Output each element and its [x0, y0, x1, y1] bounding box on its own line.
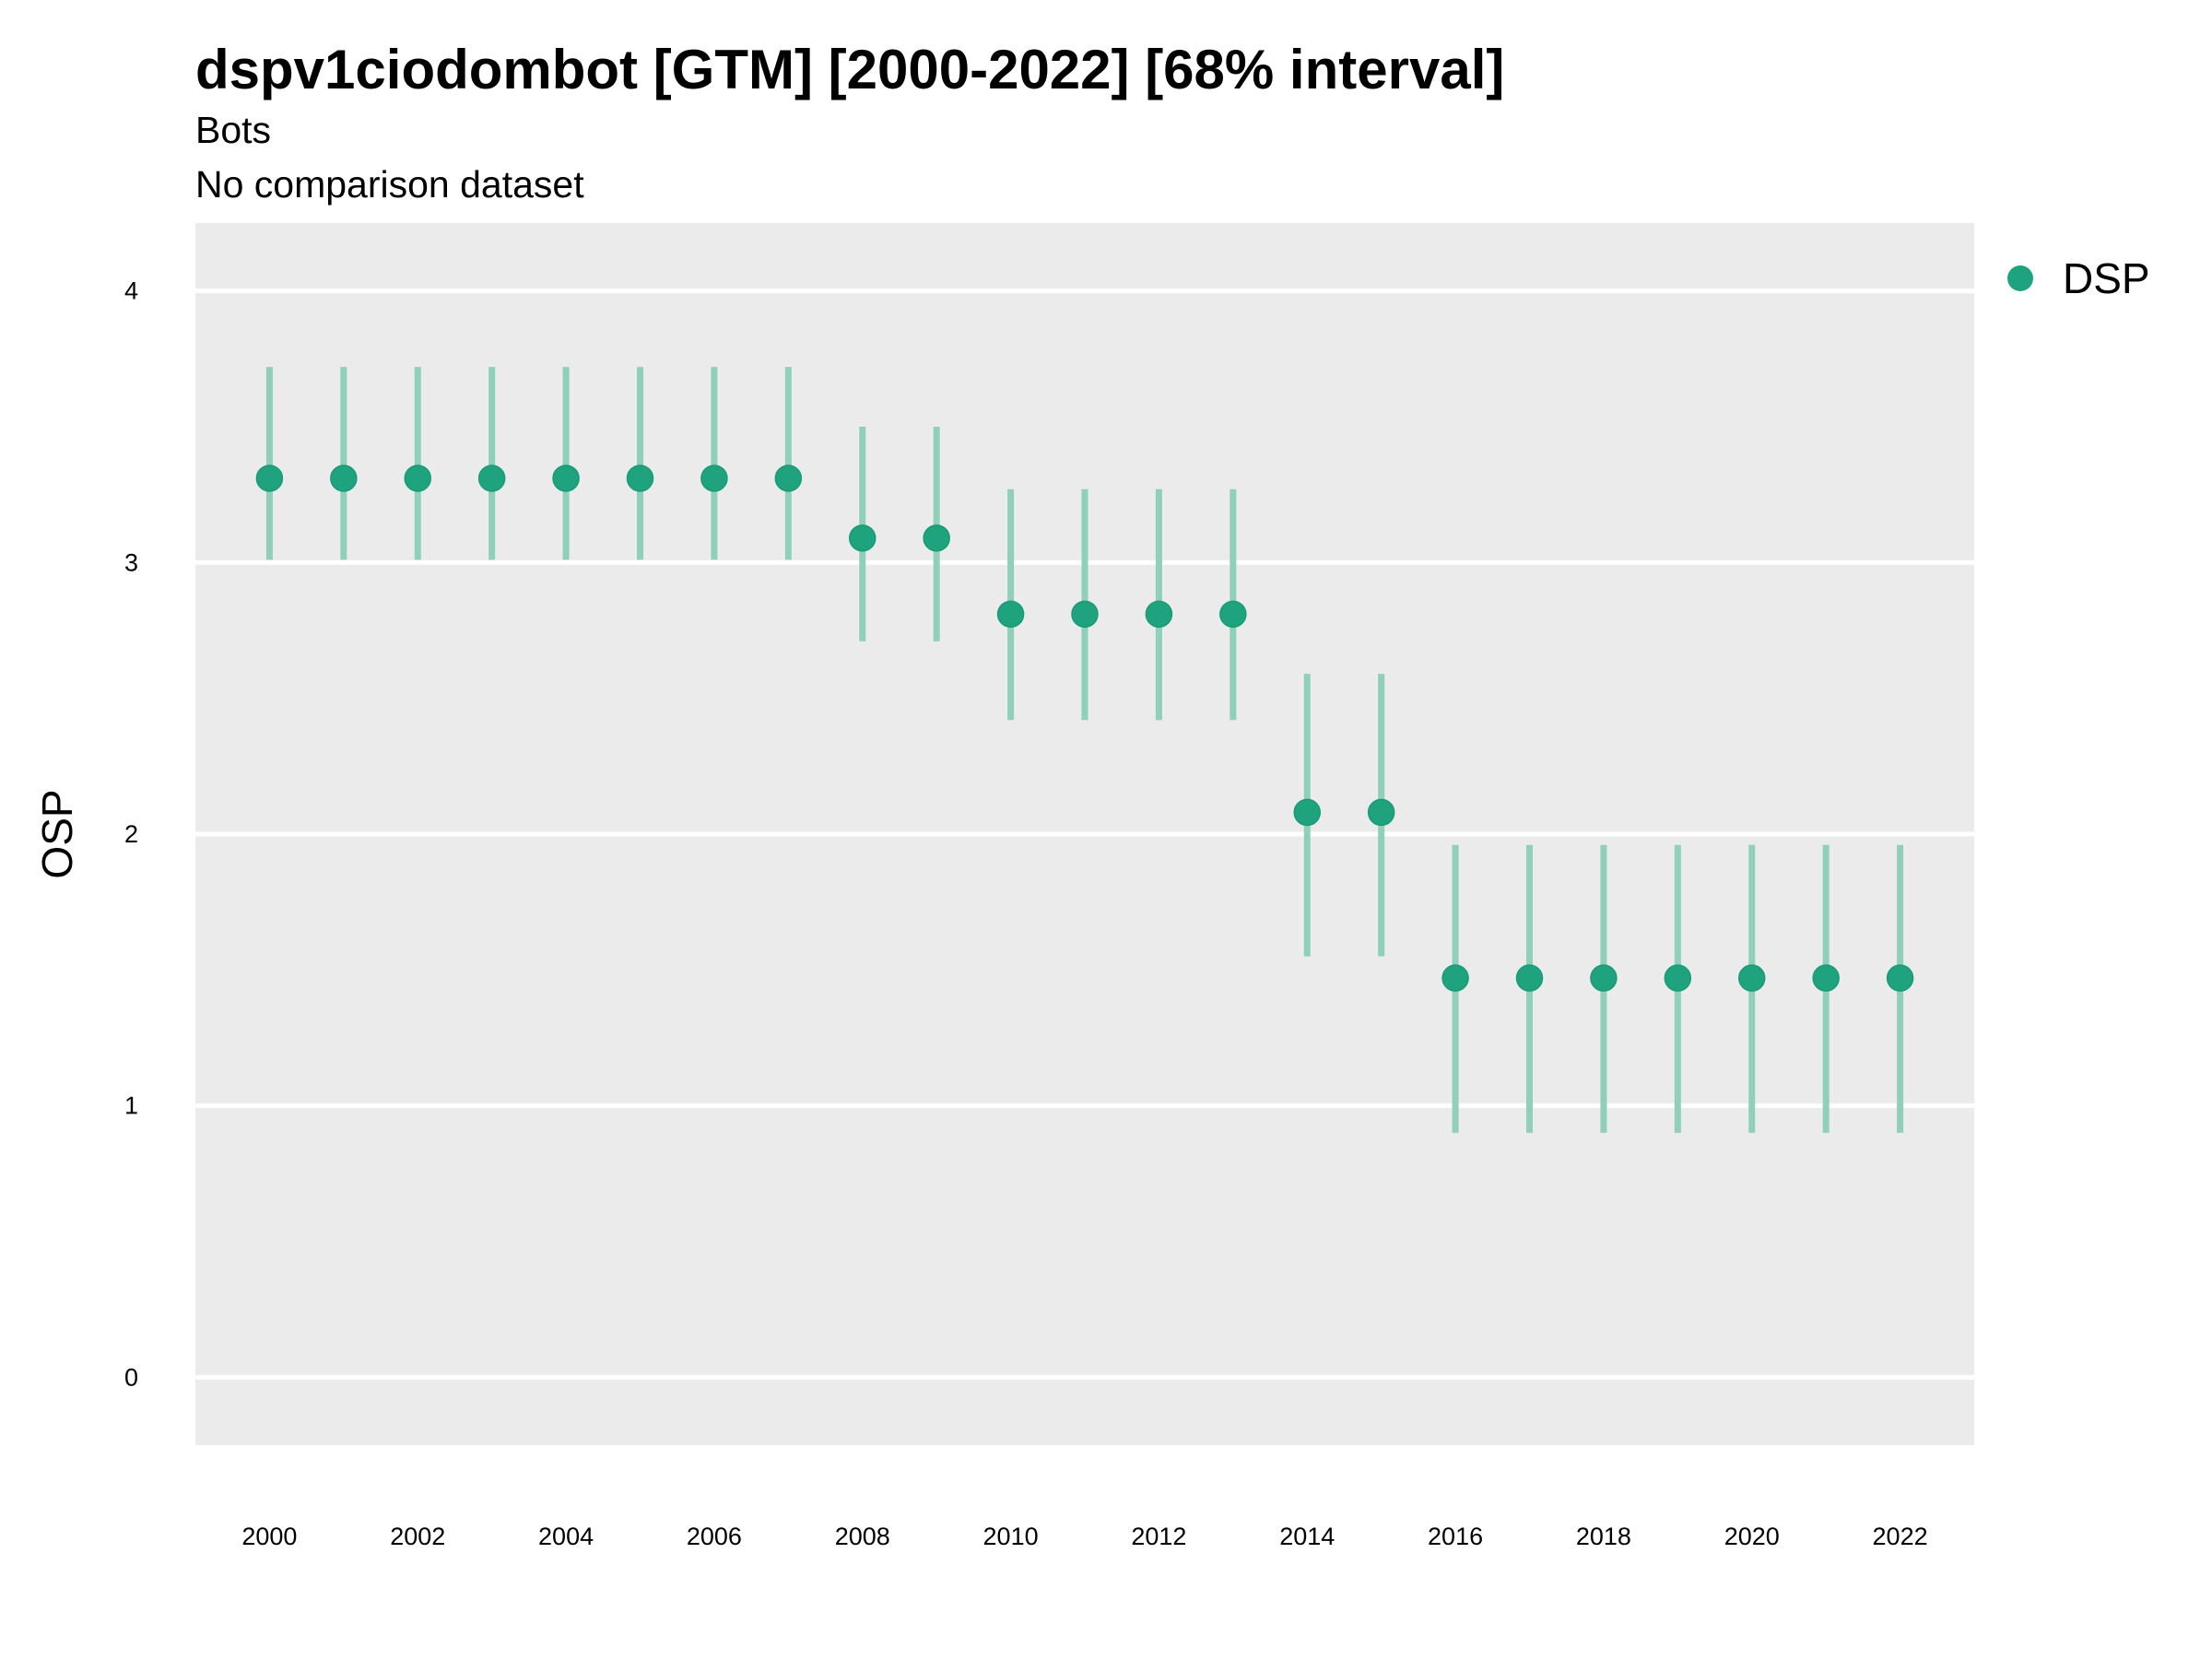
- data-point-2012: [1145, 600, 1173, 629]
- legend-key-dsp: [2007, 265, 2033, 291]
- chart-title: dspv1ciodombot [GTM] [2000-2022] [68% in…: [195, 39, 1504, 100]
- y-tick-label-4: 4: [124, 277, 138, 305]
- data-point-2016: [1441, 964, 1469, 992]
- data-point-2017: [1515, 964, 1544, 992]
- y-axis-ticks: 0 1 2 3 4: [124, 277, 138, 1392]
- x-tick-label-6: 2012: [1131, 1523, 1186, 1550]
- data-point-2009: [923, 524, 950, 552]
- y-tick-label-0: 0: [124, 1363, 138, 1391]
- data-point-2020: [1738, 964, 1766, 992]
- chart-caption-line: No comparison dataset: [195, 163, 584, 206]
- data-point-2022: [1886, 964, 1914, 992]
- y-tick-label-2: 2: [124, 820, 138, 848]
- x-tick-label-2: 2004: [538, 1523, 594, 1550]
- data-point-2021: [1812, 964, 1840, 992]
- legend: DSP: [2007, 254, 2150, 302]
- x-tick-label-7: 2014: [1279, 1523, 1335, 1550]
- x-tick-label-0: 2000: [241, 1523, 297, 1550]
- y-tick-label-1: 1: [124, 1092, 138, 1120]
- data-point-2011: [1071, 600, 1099, 629]
- x-tick-label-3: 2006: [687, 1523, 742, 1550]
- data-point-2010: [996, 600, 1025, 629]
- y-axis-title: OSP: [33, 789, 81, 878]
- data-point-2008: [849, 524, 877, 552]
- data-point-2014: [1293, 798, 1321, 827]
- data-point-2004: [552, 465, 580, 492]
- data-point-2019: [1664, 964, 1692, 992]
- data-point-2001: [330, 465, 358, 492]
- y-tick-label-3: 3: [124, 548, 138, 576]
- chart-subtitle: Bots: [195, 109, 271, 151]
- x-tick-label-9: 2018: [1576, 1523, 1631, 1550]
- data-point-2000: [255, 465, 284, 492]
- data-point-2005: [626, 465, 654, 492]
- data-point-2006: [700, 465, 728, 492]
- x-tick-label-10: 2020: [1724, 1523, 1780, 1550]
- x-tick-label-4: 2008: [835, 1523, 890, 1550]
- data-point-2002: [404, 465, 431, 492]
- data-point-2018: [1590, 964, 1618, 992]
- x-tick-label-11: 2022: [1873, 1523, 1928, 1550]
- x-tick-label-1: 2002: [390, 1523, 445, 1550]
- x-axis-ticks: 2000 2002 2004 2006 2008 2010 2012 2014 2016 2018…: [241, 1523, 1927, 1550]
- x-tick-label-8: 2016: [1428, 1523, 1483, 1550]
- data-point-2015: [1367, 798, 1395, 827]
- data-point-2003: [477, 465, 506, 492]
- x-tick-label-5: 2010: [983, 1523, 1039, 1550]
- data-point-2007: [774, 465, 803, 492]
- data-point-2013: [1219, 600, 1247, 629]
- data-points: [255, 465, 1914, 992]
- legend-label-dsp: DSP: [2063, 254, 2150, 302]
